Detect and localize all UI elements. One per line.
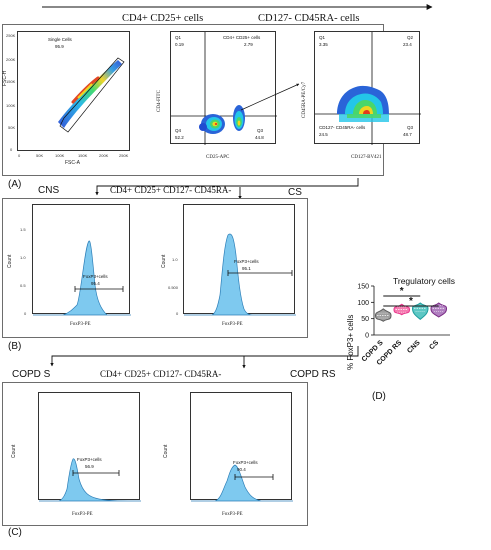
plot1-ytick: 100K — [6, 103, 16, 108]
plot-cd45ra-cd127: Q1 3.35 Q2 23.4 CD127- CD45RA- cells 24.… — [314, 31, 421, 145]
plot3-xlabel: CD127-BV421 — [351, 155, 382, 160]
header-cd127-cd45ra: CD127- CD45RA- cells — [258, 13, 360, 24]
gate-value: 90.4 — [237, 467, 246, 472]
hist-cns-ytick: 0.5 — [20, 283, 26, 288]
plot1-ytick: 0 — [10, 147, 13, 152]
q4-name: CD127- CD45RA- cells — [319, 125, 366, 130]
q3-name: Q3 — [257, 128, 264, 133]
panel-c-label: (C) — [8, 527, 22, 538]
chart-title: Tregulatory cells — [393, 276, 456, 286]
hist-cns-ytick: 0 — [24, 311, 27, 316]
plot2-xlabel: CD25-APC — [206, 155, 230, 160]
significance-star: * — [400, 286, 404, 297]
hist-cs-ytick: 0.500 — [168, 285, 179, 290]
y-tick-label: 100 — [357, 300, 369, 307]
label-copd-rs: COPD RS — [290, 369, 336, 380]
plot1-ytick: 200K — [6, 57, 16, 62]
hist-cns-ytick: 1.0 — [20, 255, 26, 260]
header-cd4-cd25: CD4+ CD25+ cells — [122, 13, 204, 24]
plot1-ytick: 150K — [6, 79, 16, 84]
q3-value: 48.7 — [403, 132, 412, 137]
q4-name: Q4 — [175, 128, 182, 133]
hist-cns: FoxP3+cells 95.4 — [32, 204, 131, 316]
hist-copd-s-curve — [39, 458, 142, 502]
hist-cns-curve — [33, 240, 131, 316]
y-tick-label: 50 — [361, 316, 369, 323]
q2-value: 2.79 — [244, 42, 253, 47]
q2-name: Q2 — [407, 35, 414, 40]
gate-name: FoxP3+cells — [83, 274, 108, 279]
hist-copd-rs-xlabel: FoxP3-PE — [222, 512, 243, 517]
flow-arrow-a-to-b — [95, 178, 359, 196]
label-c-population: CD4+ CD25+ CD127- CD45RA- — [100, 369, 222, 379]
q4-value: 24.5 — [319, 132, 328, 137]
plot-cd4-cd25: Q1 0.19 CD4+ CD25+ cells 2.79 Q4 52.2 Q3… — [170, 31, 300, 145]
q1-value: 3.35 — [319, 42, 328, 47]
hist-cs-ytick: 0 — [176, 311, 179, 316]
x-tick-label: CS — [428, 339, 440, 351]
plot1-ytick: 50K — [8, 125, 16, 130]
hist-cs: FoxP3+cells 95.1 — [183, 204, 296, 316]
gate-name: FoxP3+cells — [77, 457, 102, 462]
label-cs: CS — [288, 187, 302, 198]
plot1-xtick: 0 — [18, 153, 21, 158]
q3-value: 44.8 — [255, 135, 264, 140]
label-b-population: CD4+ CD25+ CD127- CD45RA- — [110, 185, 232, 195]
single-cells-density — [58, 60, 122, 128]
gate-value: 56.9 — [85, 464, 94, 469]
hist-cs-xlabel: FoxP3-PE — [222, 322, 243, 327]
x-tick-label: CNS — [406, 339, 422, 355]
q2-name: CD4+ CD25+ cells — [223, 35, 261, 40]
hist-copd-s: FoxP3+cells 56.9 — [38, 392, 142, 502]
plot-single-cells: Single Cells 95.9 — [17, 31, 130, 151]
significance-star: * — [409, 296, 413, 307]
gate-value: 95.9 — [55, 44, 64, 49]
plot1-ytick: 250K — [6, 33, 16, 38]
cd4-cd25-density — [199, 105, 245, 134]
q2-value: 23.4 — [403, 42, 412, 47]
q3-name: Q3 — [407, 125, 414, 130]
hist-copd-rs-curve — [191, 464, 293, 502]
panel-a-label: (A) — [8, 179, 22, 190]
flow-arrow-b-to-c — [50, 346, 359, 367]
gate-name: Single Cells — [48, 37, 72, 42]
plot1-xtick: 50K — [36, 153, 44, 158]
hist-copd-rs: FoxP3+cells 90.4 — [190, 392, 293, 502]
plot1-xtick: 200K — [99, 153, 109, 158]
hist-cs-ytick: 1.0 — [172, 257, 178, 262]
gate-value: 95.4 — [91, 281, 100, 286]
violin-cs — [430, 302, 448, 318]
hist-cs-curve — [184, 233, 296, 316]
q1-name: Q1 — [175, 35, 182, 40]
plot1-xtick: 250K — [119, 153, 129, 158]
single-cells-gate — [59, 57, 125, 133]
q1-value: 0.19 — [175, 42, 184, 47]
plot1-xtick: 150K — [78, 153, 88, 158]
gate-name: FoxP3+cells — [234, 259, 259, 264]
hist-cns-ytick: 1.5 — [20, 227, 26, 232]
y-tick-label: 150 — [357, 284, 369, 291]
y-tick-label: 0 — [365, 333, 369, 340]
q4-value: 52.2 — [175, 135, 184, 140]
gate-value: 95.1 — [242, 266, 251, 271]
plot1-xtick: 100K — [55, 153, 65, 158]
gate-name: FoxP3+cells — [233, 460, 258, 465]
gating-arrow — [240, 83, 300, 111]
q1-name: Q1 — [319, 35, 326, 40]
hist-copd-s-xlabel: FoxP3-PE — [72, 512, 93, 517]
panel-d-label: (D) — [372, 391, 386, 402]
panel-b-label: (B) — [8, 341, 22, 352]
cd45ra-cd127-density — [337, 85, 389, 122]
label-copd-s: COPD S — [12, 369, 51, 380]
label-cns: CNS — [38, 185, 60, 196]
hist-cns-xlabel: FoxP3-PE — [70, 322, 91, 327]
plot1-xlabel: FSC-A — [65, 160, 80, 166]
